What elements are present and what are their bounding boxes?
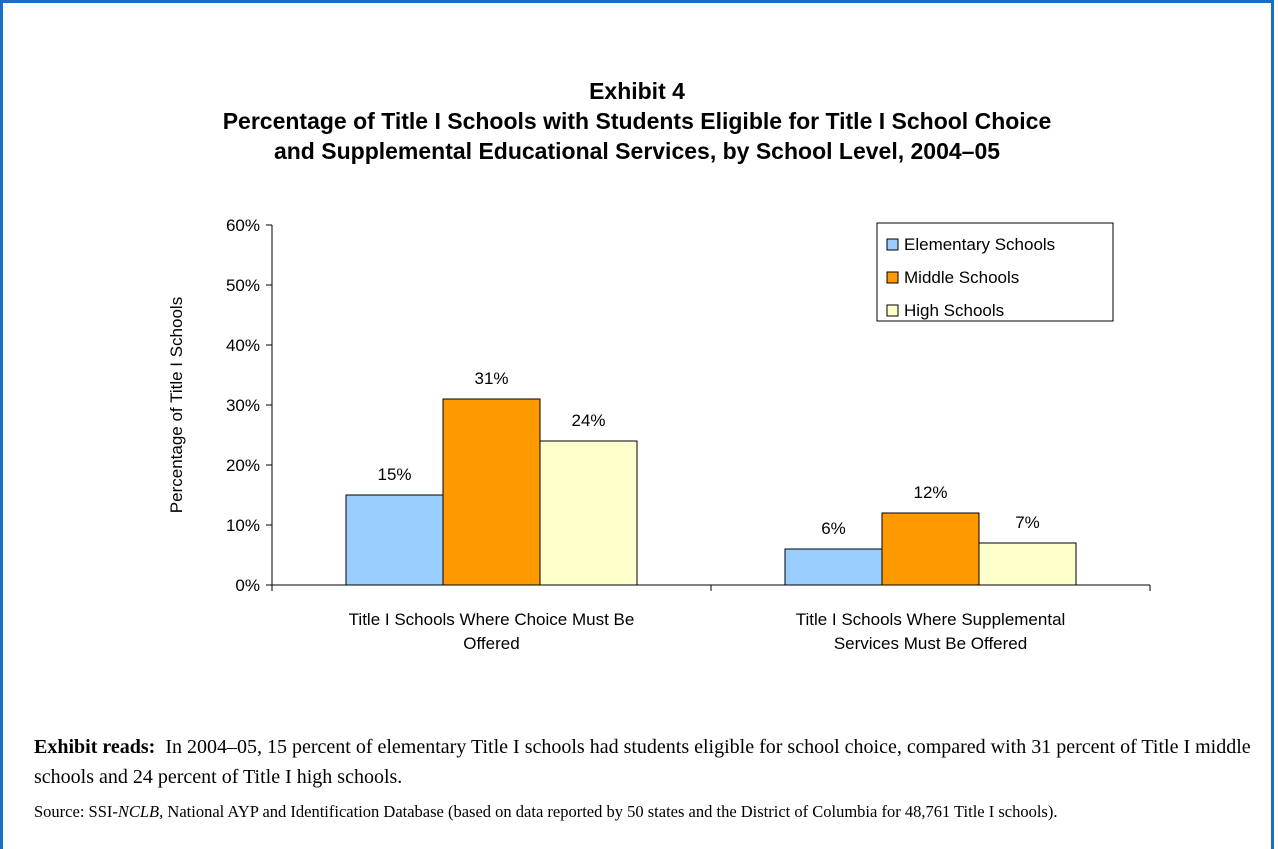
exhibit-reads-label: Exhibit reads:: [34, 736, 156, 758]
legend-swatch: [886, 304, 899, 317]
exhibit-label: Exhibit 4: [589, 78, 685, 104]
chart-title-line-1: Percentage of Title I Schools with Stude…: [222, 108, 1052, 134]
source-note: Source: SSI-NCLB, National AYP and Ident…: [34, 800, 1254, 823]
bar: [345, 494, 444, 586]
legend-box: [876, 222, 1114, 322]
data-label: 24%: [571, 411, 605, 430]
data-label: 12%: [913, 483, 947, 502]
y-tick-label: 50%: [226, 276, 260, 295]
y-tick-label: 40%: [226, 336, 260, 355]
legend-label: High Schools: [904, 301, 1004, 320]
bar-chart: 0% 10% 20% 30% 40% 50% 60% Percentage of Title …: [167, 216, 1151, 653]
bar: [784, 548, 883, 586]
y-axis-title: Percentage of Title I Schools: [167, 297, 186, 513]
source-text: National AYP and Identification Database…: [163, 802, 1058, 821]
x-category-label: Offered: [463, 634, 519, 653]
bar: [442, 398, 541, 586]
legend-label: Elementary Schools: [904, 235, 1055, 254]
y-tick-label: 60%: [226, 216, 260, 235]
bar: [881, 512, 980, 586]
data-label: 31%: [474, 369, 508, 388]
source-prefix: Source: SSI-: [34, 802, 118, 821]
x-category-label: Title I Schools Where Supplemental: [796, 610, 1066, 629]
y-tick-label: 20%: [226, 456, 260, 475]
x-category-label: Services Must Be Offered: [834, 634, 1027, 653]
x-category-label: Title I Schools Where Choice Must Be: [349, 610, 635, 629]
legend-label: Middle Schools: [904, 268, 1019, 287]
y-tick-label: 10%: [226, 516, 260, 535]
data-label: 15%: [377, 465, 411, 484]
source-italic: NCLB,: [117, 802, 164, 821]
exhibit-reads-text: In 2004–05, 15 percent of elementary Tit…: [34, 736, 1251, 788]
chart-title-line-2: and Supplemental Educational Services, b…: [273, 138, 1001, 164]
legend-swatch: [886, 238, 899, 251]
legend-swatch: [886, 271, 899, 284]
y-tick-label: 30%: [226, 396, 260, 415]
exhibit-reads-note: Exhibit reads: In 2004–05, 15 percent of…: [34, 732, 1254, 792]
y-tick-label: 0%: [235, 576, 260, 595]
data-label: 6%: [821, 519, 846, 538]
data-label: 7%: [1015, 513, 1040, 532]
bar: [978, 542, 1077, 586]
bar: [539, 440, 638, 586]
exhibit-title-block: Exhibit 4 Percentage of Title I Schools …: [0, 76, 1274, 166]
